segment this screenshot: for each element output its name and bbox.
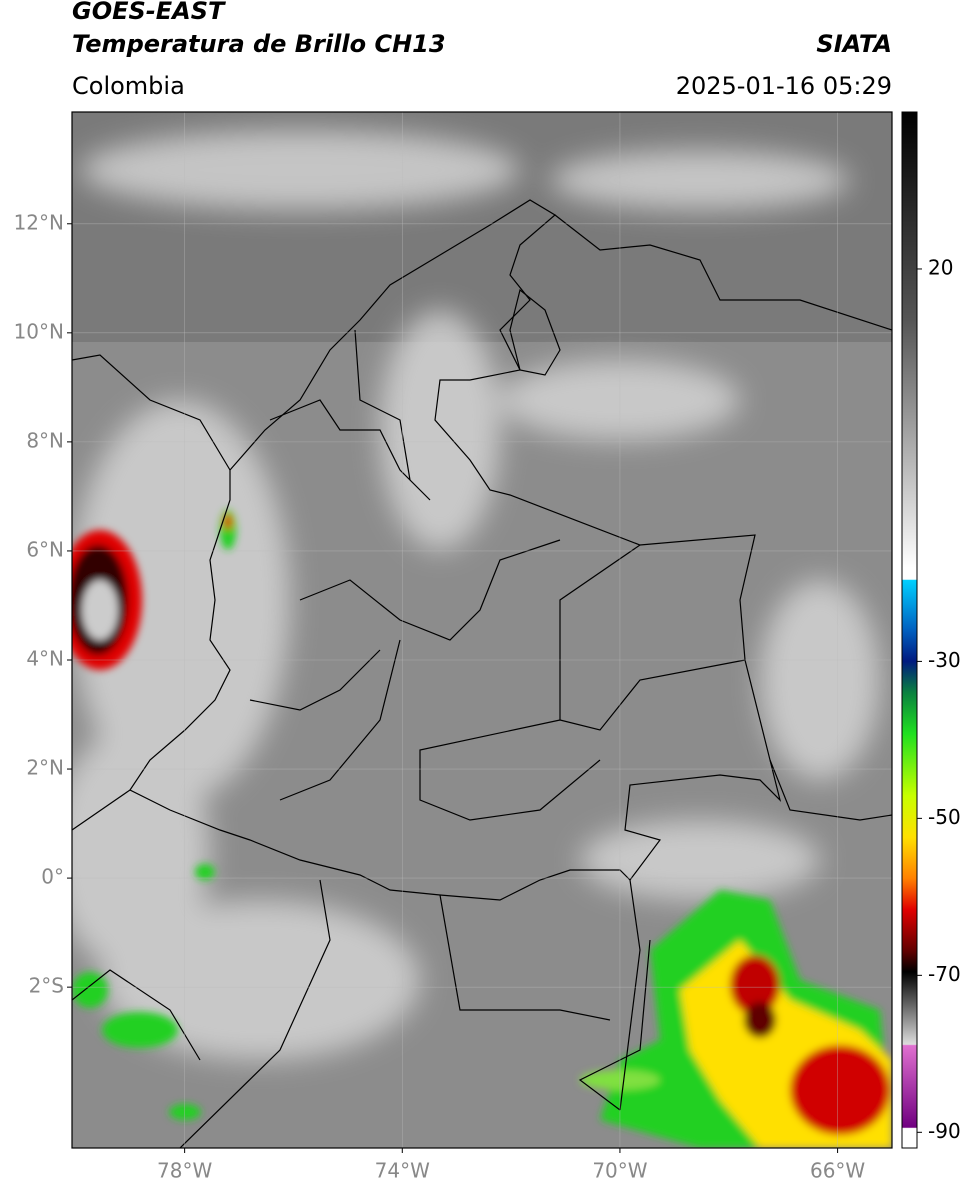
lon-tick-label: 74°W xyxy=(375,1159,430,1183)
lat-tick-label: 4°N xyxy=(26,646,64,670)
lat-tick-label: 2°N xyxy=(26,756,64,780)
colorbar-tick-label: -70 xyxy=(928,962,961,986)
lon-tick-label: 66°W xyxy=(810,1159,865,1183)
source: SIATA xyxy=(816,30,892,58)
subtitle: Temperatura de Brillo CH13 xyxy=(72,30,446,58)
lon-tick-label: 78°W xyxy=(157,1159,212,1183)
region: Colombia xyxy=(72,72,185,100)
lat-tick-label: 8°N xyxy=(26,428,64,452)
datetime: 2025-01-16 05:29 xyxy=(676,72,892,100)
colorbar-tick-label: 20 xyxy=(928,255,953,279)
lat-tick-label: 10°N xyxy=(14,319,64,343)
lat-tick-label: 2°S xyxy=(29,974,64,998)
colorbar xyxy=(901,111,918,1149)
colorbar-tick-label: -90 xyxy=(928,1119,961,1143)
colorbar-tick-label: -30 xyxy=(928,648,961,672)
lon-tick-label: 70°W xyxy=(592,1159,647,1183)
lat-tick-label: 12°N xyxy=(14,210,64,234)
lat-tick-label: 0° xyxy=(41,865,64,889)
colorbar-tick-label: -50 xyxy=(928,805,961,829)
lat-tick-label: 6°N xyxy=(26,537,64,561)
map-image xyxy=(72,112,892,1148)
title: GOES-EAST xyxy=(72,0,226,25)
map-frame xyxy=(71,111,893,1149)
